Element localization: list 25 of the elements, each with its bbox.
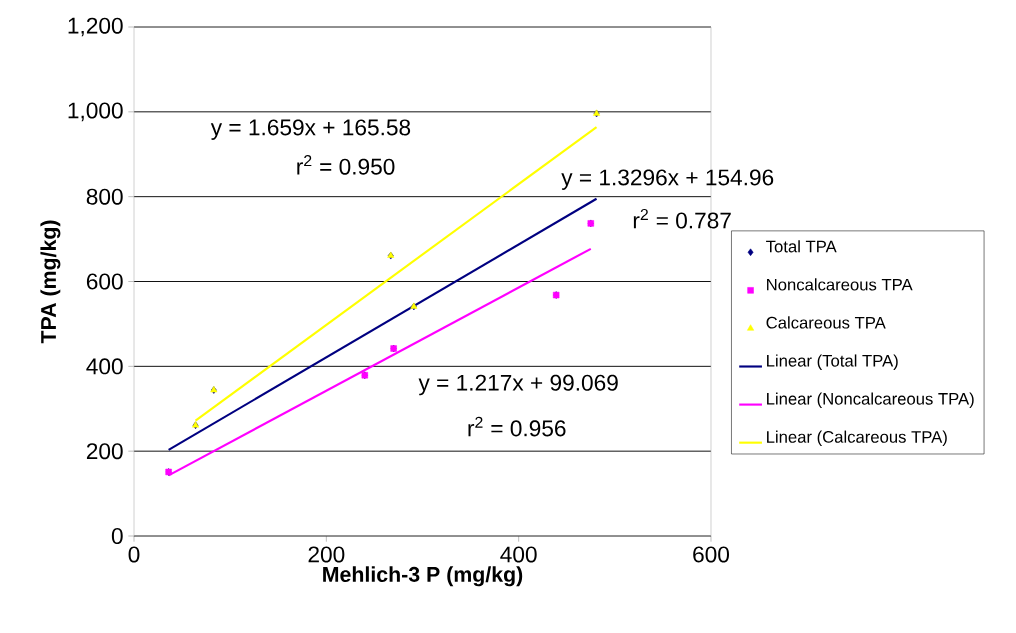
annotation: r$^{2}$ = 0.956 [468,416,566,437]
legend-label: Linear (Total TPA) [767,354,898,370]
y-tick-label: 0 [111,527,123,545]
y-tick-label: 600 [86,273,123,290]
legend-label: Linear (Calcareous TPA) [767,430,947,447]
legend-label: Noncalcareous TPA [767,278,913,291]
y-tick-label: 800 [86,188,123,205]
annotation: r$^{2}$ = 0.787 [633,208,731,229]
y-tick-label: 200 [86,443,123,460]
legend-label: Linear (Noncalcareous TPA) [767,392,974,409]
legend-label: Calcareous TPA [766,316,886,329]
x-tick-label: 600 [693,546,730,563]
annotation: y = 1.3296x + 154.96 [561,169,774,190]
legend-label: Total TPA [766,240,837,253]
x-tick-label: 0 [128,546,140,563]
y-axis-title: TPA (mg/kg) [40,220,61,344]
y-tick-label: 1,000 [68,102,123,122]
x-tick-label: 200 [308,546,345,563]
annotation: y = 1.659x + 165.58 [210,119,411,140]
y-tick-label: 400 [86,358,123,375]
x-tick-label: 400 [500,546,537,563]
y-tick-label: 1,200 [68,17,123,37]
x-axis-title: Mehlich-3 P (mg/kg) [323,566,523,587]
annotation: r$^{2}$ = 0.950 [297,155,395,175]
annotation: y = 1.217x + 99.069 [418,374,618,396]
